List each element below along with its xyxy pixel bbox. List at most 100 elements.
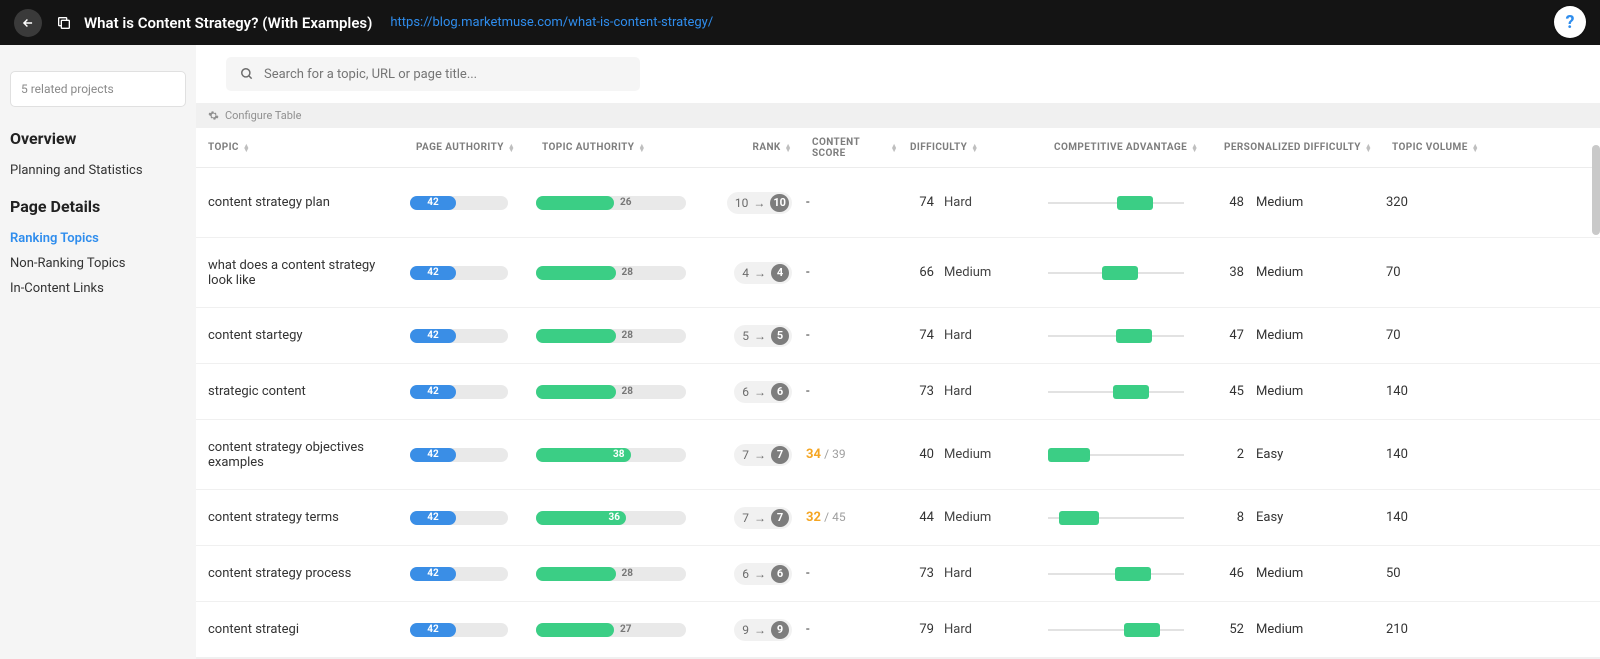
cell-personalized-difficulty: 48Medium xyxy=(1218,195,1386,210)
cell-personalized-difficulty: 8Easy xyxy=(1218,510,1386,525)
th-difficulty[interactable]: DIFFICULTY▲▼ xyxy=(904,142,1048,153)
rank-pill: 7→7 xyxy=(734,444,792,466)
cell-difficulty: 74Hard xyxy=(904,328,1048,343)
ta-bar: 27 xyxy=(536,623,686,637)
copy-icon[interactable] xyxy=(56,15,72,31)
cell-personalized-difficulty: 45Medium xyxy=(1218,384,1386,399)
table-row[interactable]: what does a content strategy look like42… xyxy=(196,238,1600,308)
page-url[interactable]: https://blog.marketmuse.com/what-is-cont… xyxy=(390,15,713,30)
rank-pill: 9→9 xyxy=(734,619,792,641)
cell-page-authority: 42 xyxy=(410,511,536,525)
table-row[interactable]: content strategy process42286→6-73Hard46… xyxy=(196,546,1600,602)
th-topic[interactable]: TOPIC▲▼ xyxy=(196,142,410,153)
sort-icon: ▲▼ xyxy=(785,144,792,152)
th-topic-authority[interactable]: TOPIC AUTHORITY▲▼ xyxy=(536,142,706,153)
table-row[interactable]: strategic content42286→6-73Hard45Medium1… xyxy=(196,364,1600,420)
sidebar-item-non-ranking-topics[interactable]: Non-Ranking Topics xyxy=(10,251,186,276)
table-row[interactable]: content strategy objectives examples42 38… xyxy=(196,420,1600,490)
pa-bar: 42 xyxy=(410,329,508,343)
th-page-authority[interactable]: PAGE AUTHORITY▲▼ xyxy=(410,142,536,153)
th-competitive-advantage[interactable]: COMPETITIVE ADVANTAGE▲▼ xyxy=(1048,142,1218,153)
cell-difficulty: 73Hard xyxy=(904,384,1048,399)
cell-rank: 6→6 xyxy=(706,381,806,403)
ta-bar: 28 xyxy=(536,385,686,399)
back-button[interactable] xyxy=(14,9,42,37)
pa-bar: 42 xyxy=(410,567,508,581)
cell-topic-authority: 27 xyxy=(536,623,706,637)
search-box[interactable] xyxy=(226,57,640,91)
ta-bar: 28 xyxy=(536,567,686,581)
table-header: TOPIC▲▼ PAGE AUTHORITY▲▼ TOPIC AUTHORITY… xyxy=(196,128,1600,168)
cell-competitive-advantage xyxy=(1048,448,1218,462)
ca-slider xyxy=(1048,567,1184,581)
configure-table[interactable]: Configure Table xyxy=(196,103,1600,128)
cell-topic: what does a content strategy look like xyxy=(196,258,410,288)
cell-content-score: - xyxy=(806,265,904,280)
cell-rank: 4→4 xyxy=(706,262,806,284)
cell-topic: content strategy plan xyxy=(196,195,410,210)
cell-content-score: 32 / 45 xyxy=(806,510,904,525)
pa-bar: 42 xyxy=(410,511,508,525)
ta-bar: 38 xyxy=(536,448,686,462)
sidebar-item-in-content-links[interactable]: In-Content Links xyxy=(10,276,186,301)
cell-personalized-difficulty: 38Medium xyxy=(1218,265,1386,280)
related-projects-box[interactable]: 5 related projects xyxy=(10,71,186,107)
cell-topic-authority: 28 xyxy=(536,266,706,280)
ca-slider xyxy=(1048,448,1184,462)
cell-content-score: - xyxy=(806,622,904,637)
cell-topic: content strategy objectives examples xyxy=(196,440,410,470)
rank-pill: 5→5 xyxy=(734,325,792,347)
gear-icon xyxy=(208,110,219,121)
sidebar-item-ranking-topics[interactable]: Ranking Topics xyxy=(10,226,186,251)
sort-icon: ▲▼ xyxy=(971,144,978,152)
scrollbar-thumb[interactable] xyxy=(1592,145,1600,235)
th-topic-volume[interactable]: TOPIC VOLUME▲▼ xyxy=(1386,142,1496,153)
cell-topic-authority: 28 xyxy=(536,329,706,343)
pa-bar: 42 xyxy=(410,448,508,462)
sort-icon: ▲▼ xyxy=(1191,144,1198,152)
cell-topic-authority: 28 xyxy=(536,385,706,399)
cell-difficulty: 66Medium xyxy=(904,265,1048,280)
cell-topic-volume: 140 xyxy=(1386,384,1496,399)
cell-page-authority: 42 xyxy=(410,385,536,399)
cell-page-authority: 42 xyxy=(410,196,536,210)
cell-competitive-advantage xyxy=(1048,511,1218,525)
rank-pill: 10→10 xyxy=(727,192,792,214)
cell-rank: 6→6 xyxy=(706,563,806,585)
th-content-score[interactable]: CONTENT SCORE▲▼ xyxy=(806,137,904,159)
ta-bar: 36 xyxy=(536,511,686,525)
cell-personalized-difficulty: 2Easy xyxy=(1218,447,1386,462)
ta-bar: 28 xyxy=(536,266,686,280)
cell-rank: 9→9 xyxy=(706,619,806,641)
cell-topic-authority: 28 xyxy=(536,567,706,581)
help-button[interactable]: ? xyxy=(1554,6,1586,38)
cell-personalized-difficulty: 46Medium xyxy=(1218,566,1386,581)
table-row[interactable]: content strategy plan422610→10-74Hard48M… xyxy=(196,168,1600,238)
topbar: What is Content Strategy? (With Examples… xyxy=(0,0,1600,45)
cell-difficulty: 79Hard xyxy=(904,622,1048,637)
cell-difficulty: 73Hard xyxy=(904,566,1048,581)
cell-topic-volume: 210 xyxy=(1386,622,1496,637)
cell-page-authority: 42 xyxy=(410,266,536,280)
data-table: TOPIC▲▼ PAGE AUTHORITY▲▼ TOPIC AUTHORITY… xyxy=(196,128,1600,658)
ca-slider xyxy=(1048,623,1184,637)
cell-difficulty: 44Medium xyxy=(904,510,1048,525)
th-personalized-difficulty[interactable]: PERSONALIZED DIFFICULTY▲▼ xyxy=(1218,142,1386,153)
cell-competitive-advantage xyxy=(1048,266,1218,280)
search-input[interactable] xyxy=(264,67,626,82)
sidebar-item-planning[interactable]: Planning and Statistics xyxy=(10,158,186,183)
table-row[interactable]: content strategi42279→9-79Hard52Medium21… xyxy=(196,602,1600,658)
pa-bar: 42 xyxy=(410,623,508,637)
ca-slider xyxy=(1048,385,1184,399)
th-rank[interactable]: RANK▲▼ xyxy=(706,142,806,153)
table-row[interactable]: content startegy42285→5-74Hard47Medium70 xyxy=(196,308,1600,364)
pa-bar: 42 xyxy=(410,266,508,280)
cell-topic: content strategy terms xyxy=(196,510,410,525)
table-row[interactable]: content strategy terms42367→732 / 4544Me… xyxy=(196,490,1600,546)
cell-competitive-advantage xyxy=(1048,329,1218,343)
rank-pill: 6→6 xyxy=(734,563,792,585)
cell-topic-volume: 320 xyxy=(1386,195,1496,210)
cell-topic-volume: 140 xyxy=(1386,510,1496,525)
cell-page-authority: 42 xyxy=(410,329,536,343)
cell-topic: content startegy xyxy=(196,328,410,343)
